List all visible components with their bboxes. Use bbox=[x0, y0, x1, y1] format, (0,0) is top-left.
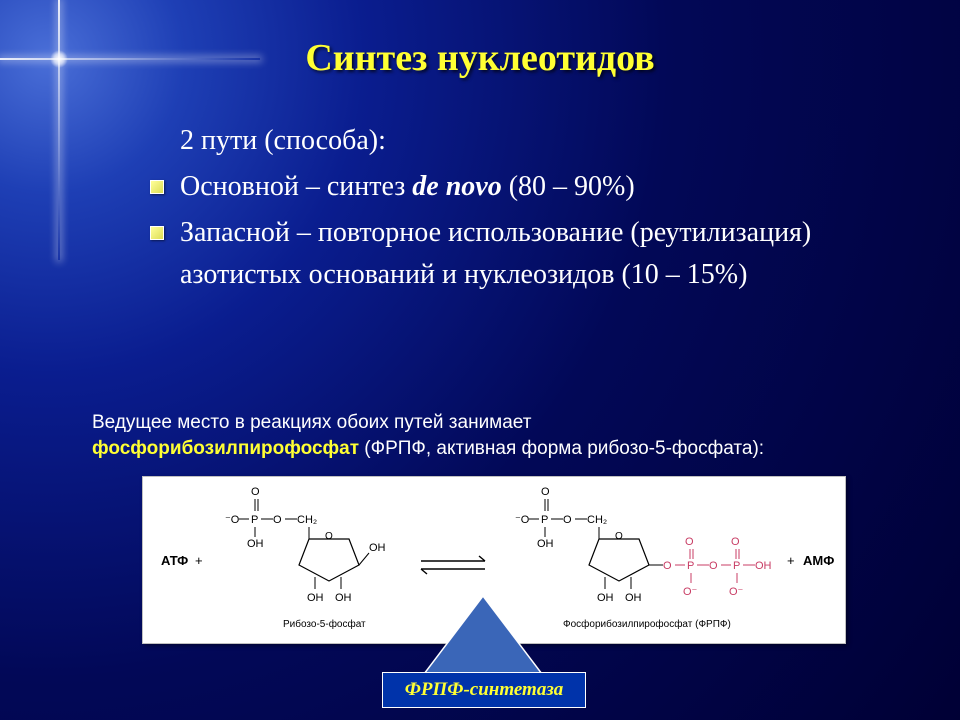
enzyme-label: ФРПФ-синтетаза bbox=[382, 672, 586, 708]
svg-text:O: O bbox=[731, 536, 740, 548]
bullet-1-text: Основной – синтез de novo (80 – 90%) bbox=[180, 166, 910, 208]
svg-text:OH: OH bbox=[755, 560, 772, 572]
svg-text:⁻O: ⁻O bbox=[515, 514, 530, 526]
product-caption: Фосфорибозилпирофосфат (ФРПФ) bbox=[563, 618, 731, 630]
bullet-icon bbox=[150, 180, 164, 194]
svg-text:O: O bbox=[325, 531, 333, 542]
enzyme-callout: ФРПФ-синтетаза bbox=[382, 596, 584, 706]
svg-text:CH₂: CH₂ bbox=[297, 514, 317, 526]
svg-text:O: O bbox=[663, 560, 672, 572]
svg-text:O⁻: O⁻ bbox=[683, 586, 698, 598]
bullet-1-em: de novo bbox=[412, 171, 501, 202]
bullet-2: Запасной – повторное использование (реут… bbox=[180, 212, 910, 296]
svg-text:OH: OH bbox=[335, 592, 352, 604]
subtext-highlight: фосфорибозилпирофосфат bbox=[92, 438, 359, 459]
svg-text:OH: OH bbox=[597, 592, 614, 604]
svg-text:P: P bbox=[251, 514, 258, 526]
subtext-paren: (ФРПФ, активная форма рибозо-5-фосфата): bbox=[359, 438, 764, 459]
slide-title: Синтез нуклеотидов bbox=[0, 36, 960, 80]
slide: Синтез нуклеотидов 2 пути (способа): Осн… bbox=[0, 0, 960, 720]
svg-text:P: P bbox=[733, 560, 740, 572]
svg-text:OH: OH bbox=[307, 592, 324, 604]
svg-text:O: O bbox=[685, 536, 694, 548]
substrate-caption: Рибозо-5-фосфат bbox=[283, 618, 366, 630]
callout-triangle-icon bbox=[382, 596, 584, 674]
svg-text:P: P bbox=[541, 514, 548, 526]
svg-text:O: O bbox=[615, 531, 623, 542]
molecule-substrate: O ⁻O P O OH CH₂ O OH bbox=[225, 486, 386, 604]
svg-text:O⁻: O⁻ bbox=[729, 586, 744, 598]
svg-text:OH: OH bbox=[247, 538, 264, 550]
svg-text:+: + bbox=[787, 553, 795, 568]
svg-text:O: O bbox=[251, 486, 260, 498]
svg-text:+: + bbox=[195, 553, 203, 568]
subtext-line1: Ведущее место в реакциях обоих путей зан… bbox=[92, 412, 531, 433]
left-reagent: АТФ bbox=[161, 553, 188, 568]
bullet-1: Основной – синтез de novo (80 – 90%) bbox=[180, 166, 910, 208]
svg-text:O: O bbox=[273, 514, 282, 526]
svg-text:P: P bbox=[687, 560, 694, 572]
svg-text:⁻O: ⁻O bbox=[225, 514, 240, 526]
equilibrium-arrow bbox=[421, 556, 485, 574]
intro-line: 2 пути (способа): bbox=[180, 120, 910, 162]
svg-text:OH: OH bbox=[537, 538, 554, 550]
svg-text:O: O bbox=[563, 514, 572, 526]
svg-text:OH: OH bbox=[369, 542, 386, 554]
bullet-1-prefix: Основной – синтез bbox=[180, 171, 412, 202]
subtext-block: Ведущее место в реакциях обоих путей зан… bbox=[92, 410, 912, 461]
svg-text:O: O bbox=[709, 560, 718, 572]
bullet-icon bbox=[150, 226, 164, 240]
molecule-product: O ⁻O P O OH CH₂ O OH OH bbox=[515, 486, 663, 604]
bullet-2-text: Запасной – повторное использование (реут… bbox=[180, 212, 910, 296]
bullet-1-suffix: (80 – 90%) bbox=[502, 171, 635, 202]
body-text: 2 пути (способа): Основной – синтез de n… bbox=[180, 120, 910, 300]
pyrophosphate-group: O P O O⁻ O P O O⁻ OH bbox=[663, 536, 772, 598]
right-reagent: АМФ bbox=[803, 553, 834, 568]
svg-text:O: O bbox=[541, 486, 550, 498]
svg-text:OH: OH bbox=[625, 592, 642, 604]
svg-text:CH₂: CH₂ bbox=[587, 514, 607, 526]
